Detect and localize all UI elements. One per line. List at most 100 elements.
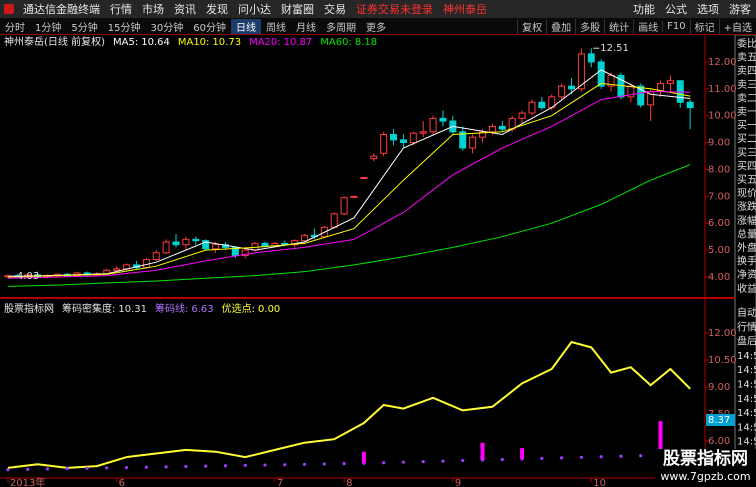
signal-bar: [361, 451, 366, 464]
y-tick-label: 12.00: [708, 328, 737, 339]
quote-label: 买五: [737, 174, 756, 186]
indicator-dot: [85, 466, 89, 470]
indicator-dot: [401, 460, 406, 464]
candle-body: [152, 252, 160, 261]
chart-tool[interactable]: 画线: [633, 18, 662, 34]
period-tab[interactable]: 30分钟: [150, 22, 184, 34]
candle-body: [192, 238, 200, 242]
candle-body: [676, 80, 684, 103]
indicator-dot: [26, 467, 30, 471]
period-tab[interactable]: 日线: [230, 18, 261, 34]
candle-body: [587, 53, 595, 63]
candle-body: [202, 240, 210, 250]
indicator-dot: [302, 462, 307, 466]
candle-body: [439, 117, 447, 122]
menu-item[interactable]: 财富圈: [281, 3, 314, 16]
candle-body: [330, 213, 338, 228]
legend-value: 10.73: [212, 37, 241, 48]
menu-item[interactable]: 问小达: [238, 3, 271, 16]
period-tab[interactable]: 15分钟: [107, 22, 141, 34]
x-tick-label: 9: [455, 478, 461, 487]
indicator-dot: [441, 459, 445, 463]
indicator-dot: [124, 465, 129, 470]
candle-body: [479, 131, 487, 138]
period-tab[interactable]: 多周期: [325, 22, 356, 34]
chart-tool[interactable]: 标记: [689, 18, 719, 34]
menu-item[interactable]: 市场: [142, 3, 164, 16]
period-tab[interactable]: 周线: [265, 22, 286, 34]
app-logo: [4, 4, 14, 14]
period-tab[interactable]: 1分钟: [35, 22, 62, 34]
menu-tool[interactable]: 功能: [633, 3, 655, 16]
info-label: 自动: [737, 306, 756, 319]
menu-tool[interactable]: 公式: [665, 3, 687, 16]
info-label: 盘后: [737, 335, 756, 348]
chart-tool[interactable]: F10: [662, 20, 689, 32]
candle-body: [399, 139, 407, 144]
candle-body: [577, 53, 585, 90]
chart-tool[interactable]: 叠加: [546, 18, 575, 34]
candle-body: [370, 155, 378, 160]
chart-tool[interactable]: 多股: [575, 18, 604, 34]
menu-item[interactable]: 资讯: [174, 3, 196, 16]
candle-body: [340, 197, 348, 215]
legend-separator: :: [112, 304, 115, 315]
chart-tool[interactable]: +自选: [718, 18, 756, 34]
legend-name: MA10: [178, 37, 206, 48]
app-name: 通达信金融终端: [23, 3, 100, 16]
indicator-dot: [283, 463, 287, 467]
menu-item[interactable]: 发现: [206, 3, 228, 16]
candle-body: [518, 112, 526, 119]
candle-body: [666, 80, 674, 84]
quote-label: 外盘: [737, 241, 756, 254]
period-tab[interactable]: 月线: [295, 22, 316, 34]
info-label: 14:50: [737, 422, 756, 433]
x-tick-label: 6: [119, 478, 125, 487]
indicator-dot: [322, 462, 326, 466]
legend-separator: :: [252, 304, 255, 315]
indicator-dot: [6, 468, 10, 472]
y-tick-label: 6.00: [708, 436, 730, 447]
candle-body: [637, 85, 645, 106]
quote-label: 涨跌: [737, 200, 756, 213]
x-tick-label: 10: [593, 478, 606, 487]
chart-tool[interactable]: 统计: [604, 18, 633, 34]
legend-name: MA20: [249, 37, 277, 48]
legend-separator: :: [206, 37, 209, 48]
menu-item[interactable]: 交易: [324, 3, 346, 16]
indicator-dot: [619, 454, 623, 458]
signal-bar: [480, 442, 485, 461]
info-label: 14:50: [737, 365, 756, 376]
x-tick-label: 7: [277, 478, 283, 487]
period-tab[interactable]: 5分钟: [71, 22, 98, 34]
candle-body: [686, 101, 694, 109]
quote-label: 卖二: [737, 92, 756, 104]
value-flag: [706, 414, 735, 426]
annotation-label: 4.03: [17, 271, 39, 282]
period-tab[interactable]: 分时: [5, 22, 25, 34]
indicator-dot: [263, 463, 267, 467]
chart-tool[interactable]: 复权: [517, 18, 546, 34]
legend-value: 10.64: [141, 37, 170, 48]
quote-label: 卖一: [737, 106, 756, 118]
indicator-dot: [164, 465, 168, 469]
candle-body: [182, 238, 190, 246]
quote-label: 换手: [737, 255, 756, 268]
legend-name: MA5: [113, 37, 135, 48]
quote-label: 净资: [737, 268, 756, 281]
legend-value: 6.63: [191, 304, 213, 315]
menu-tool[interactable]: 选项: [697, 3, 719, 16]
candle-body: [568, 85, 576, 90]
legend-name: MA60: [320, 37, 348, 48]
trade-notice[interactable]: 证券交易未登录: [356, 3, 433, 16]
indicator-dot: [382, 461, 386, 465]
candle-body: [390, 134, 398, 141]
period-tab[interactable]: 更多: [365, 22, 386, 34]
menu-item[interactable]: 行情: [110, 3, 132, 16]
watermark-url: www.7gpzb.com: [660, 470, 751, 483]
user[interactable]: 游客: [729, 3, 751, 16]
indicator-dot: [45, 467, 50, 471]
indicator-dot: [223, 464, 228, 468]
period-tab[interactable]: 60分钟: [193, 22, 226, 34]
